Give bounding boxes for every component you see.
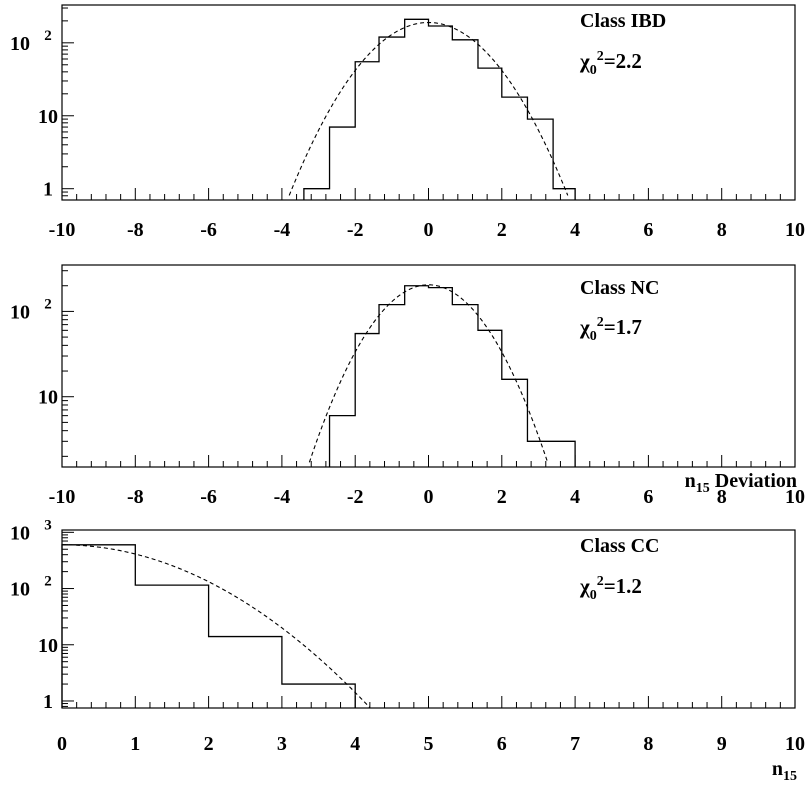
x-tick-label: 10 — [785, 733, 805, 755]
y-tick-exponent: 3 — [44, 517, 52, 533]
panel-2: -10 -8 -6 -4 -2 0 2 4 6 8 10 10 10 2 Class NC χ02=1.7 n1… — [10, 264, 805, 508]
x-tick-label: -8 — [127, 486, 144, 508]
x-tick-label: -8 — [127, 219, 144, 241]
y-tick-exponent: 2 — [44, 574, 52, 590]
x-axis-label: n15 Deviation — [685, 470, 797, 496]
gaussian-fit-curve — [62, 544, 371, 708]
x-tick-label: 2 — [204, 733, 214, 755]
chi2-label: χ02=1.7 — [579, 315, 642, 344]
y-tick-exponent: 2 — [44, 296, 52, 312]
gaussian-fit-curve — [308, 284, 549, 463]
x-tick-label: -10 — [49, 486, 76, 508]
chi2-label: χ02=1.2 — [579, 574, 642, 603]
x-tick-label: 2 — [497, 486, 507, 508]
chi2-label: χ02=2.2 — [579, 49, 642, 78]
y-tick-label: 10 — [38, 106, 58, 128]
x-tick-label: 3 — [277, 733, 287, 755]
y-tick-label: 10 — [10, 579, 30, 601]
y-tick-label: 1 — [43, 691, 53, 713]
panel-1: -10 -8 -6 -4 -2 0 2 4 6 8 10 1 10 10 2 Class IBD χ02=2.2 — [10, 4, 805, 241]
plot-frame — [61, 264, 796, 468]
x-tick-label: 4 — [350, 733, 360, 755]
x-tick-label: 7 — [570, 733, 580, 755]
x-tick-label: -6 — [200, 219, 217, 241]
y-tick-exponent: 2 — [44, 28, 52, 44]
x-tick-label: -10 — [49, 219, 76, 241]
x-tick-label: 4 — [570, 219, 580, 241]
x-tick-label: 8 — [717, 486, 727, 508]
x-tick-label: 1 — [130, 733, 140, 755]
histogram-steps — [61, 544, 356, 708]
x-tick-label: 6 — [497, 733, 507, 755]
plot-frame — [61, 529, 796, 709]
y-tick-label: 10 — [10, 301, 30, 323]
x-tick-label: 8 — [717, 219, 727, 241]
y-tick-label: 10 — [10, 33, 30, 55]
histogram-steps — [328, 285, 576, 467]
x-tick-label: -4 — [274, 219, 291, 241]
x-tick-label: 5 — [424, 733, 434, 755]
y-tick-label: 10 — [38, 387, 58, 409]
x-tick-label: -2 — [347, 486, 364, 508]
x-tick-label: 2 — [497, 219, 507, 241]
x-tick-label: 6 — [643, 219, 653, 241]
plot-frame — [61, 4, 796, 201]
x-tick-label: 10 — [785, 219, 805, 241]
class-label: Class IBD — [580, 10, 666, 32]
x-tick-label: 0 — [57, 733, 67, 755]
x-tick-label: 10 — [785, 486, 805, 508]
x-tick-label: 9 — [717, 733, 727, 755]
class-label: Class NC — [580, 277, 659, 299]
y-tick-label: 10 — [38, 635, 58, 657]
y-tick-label: 10 — [10, 522, 30, 544]
x-tick-label: 6 — [643, 486, 653, 508]
x-tick-label: 0 — [424, 486, 434, 508]
gaussian-fit-curve — [288, 21, 569, 196]
histogram-steps — [303, 18, 576, 200]
y-tick-label: 1 — [43, 179, 53, 201]
x-tick-label: -6 — [200, 486, 217, 508]
x-tick-label: 0 — [424, 219, 434, 241]
x-tick-label: -2 — [347, 219, 364, 241]
x-axis-label: n15 — [772, 758, 797, 784]
x-tick-label: -4 — [274, 486, 291, 508]
x-tick-label: 8 — [643, 733, 653, 755]
x-tick-label: 4 — [570, 486, 580, 508]
class-label: Class CC — [580, 535, 659, 557]
